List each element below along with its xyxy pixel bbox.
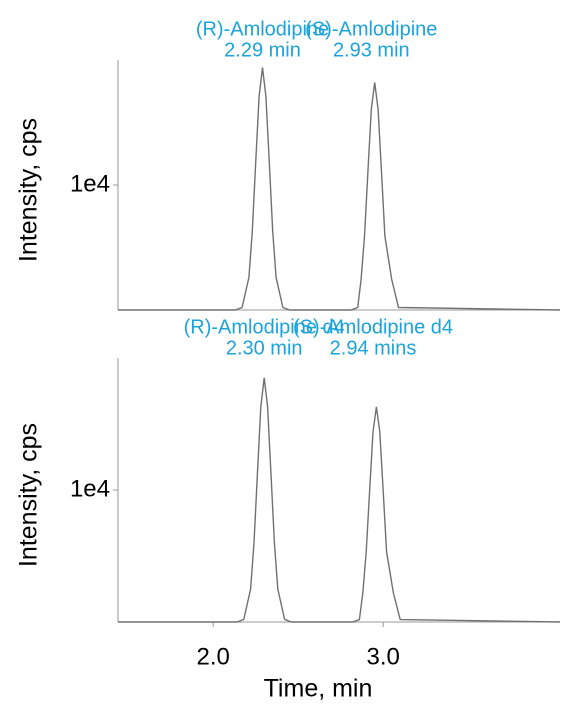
y-tick-label: 1e4: [70, 475, 110, 502]
peak-time: 2.94 mins: [330, 337, 417, 359]
y-axis-label: Intensity, cps: [15, 118, 43, 262]
peak-time: 2.93 min: [333, 39, 410, 61]
peak-name: (S)-Amlodipine d4: [293, 316, 453, 338]
peak-name: (R)-Amlodipine: [196, 18, 329, 40]
peak-time: 2.30 min: [226, 337, 303, 359]
x-tick-label: 3.0: [367, 643, 400, 670]
x-axis-label: Time, min: [264, 675, 373, 703]
peak-name: (R)-Amlodipine d4: [184, 316, 345, 338]
peak-time: 2.29 min: [224, 39, 301, 61]
peak-name: (S)-Amlodipine: [305, 18, 437, 40]
y-tick-label: 1e4: [70, 170, 110, 197]
x-tick-label: 2.0: [197, 643, 230, 670]
chromatogram-trace: [118, 67, 561, 311]
y-axis-label: Intensity, cps: [15, 423, 43, 567]
chromatogram-trace: [118, 377, 561, 623]
